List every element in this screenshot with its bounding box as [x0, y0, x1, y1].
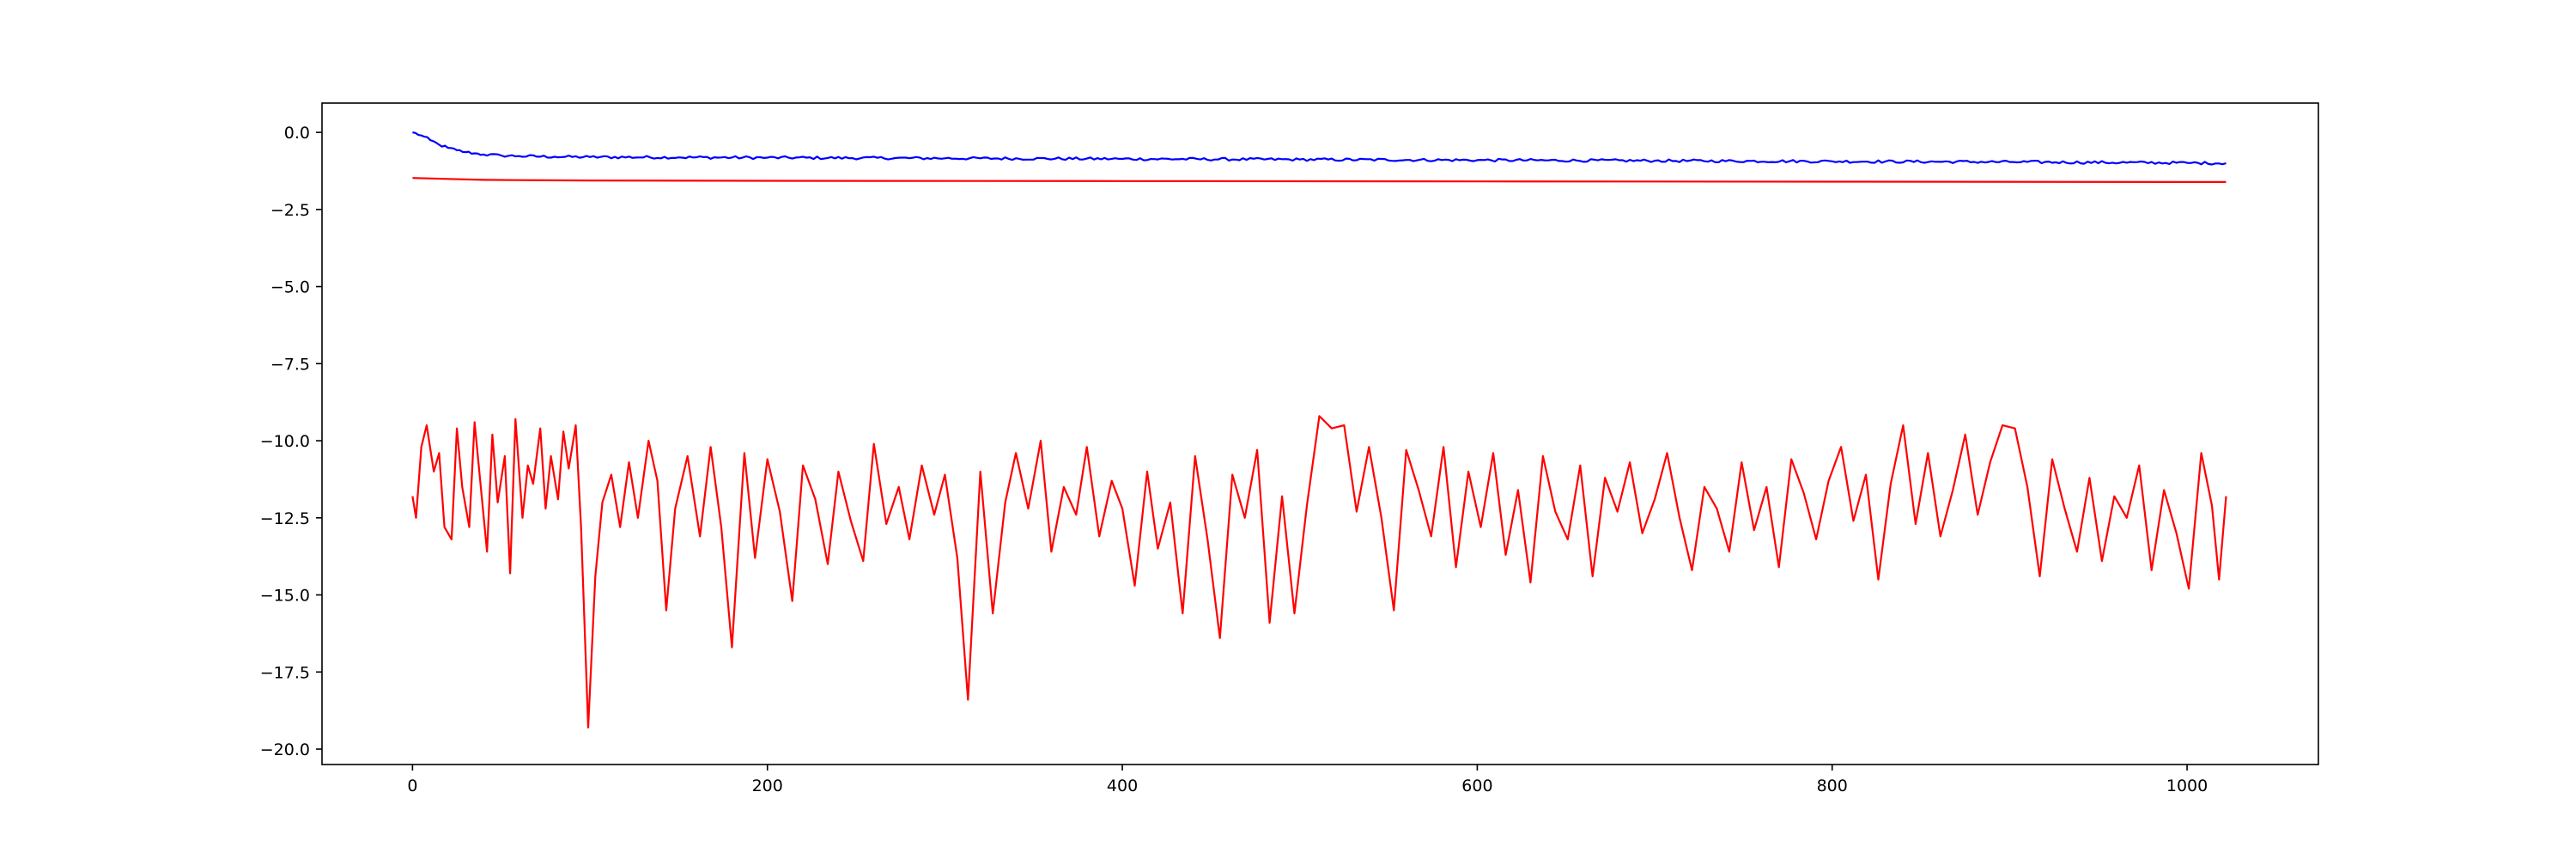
x-axis: 0 200 400 600 800 1000 — [407, 765, 2208, 795]
x-tick-label: 800 — [1817, 777, 1848, 795]
y-tick-label: −15.0 — [260, 587, 310, 606]
x-tick-label: 600 — [1461, 777, 1492, 795]
y-tick-label: −5.0 — [270, 278, 310, 297]
series-line-2 — [412, 177, 2227, 183]
y-tick-label: 0.0 — [284, 124, 310, 143]
x-tick-label: 0 — [407, 777, 417, 795]
plot-frame — [321, 102, 2319, 765]
y-tick-label: −17.5 — [260, 663, 310, 682]
y-axis: 0.0 −2.5 −5.0 −7.5 −10.0 −12.5 −15.0 −17.5 −20.0 — [260, 124, 322, 759]
x-tick-label: 400 — [1107, 777, 1138, 795]
x-tick-label: 1000 — [2166, 777, 2208, 795]
y-tick-label: −7.5 — [270, 355, 310, 374]
y-tick-label: −20.0 — [260, 740, 310, 759]
y-tick-label: −2.5 — [270, 201, 310, 220]
y-tick-label: −12.5 — [260, 509, 310, 528]
x-tick-label: 200 — [752, 777, 783, 795]
series-layer — [411, 131, 2227, 728]
series-line-3 — [411, 415, 2227, 728]
y-tick-label: −10.0 — [260, 432, 310, 451]
series-line-1 — [412, 131, 2227, 166]
